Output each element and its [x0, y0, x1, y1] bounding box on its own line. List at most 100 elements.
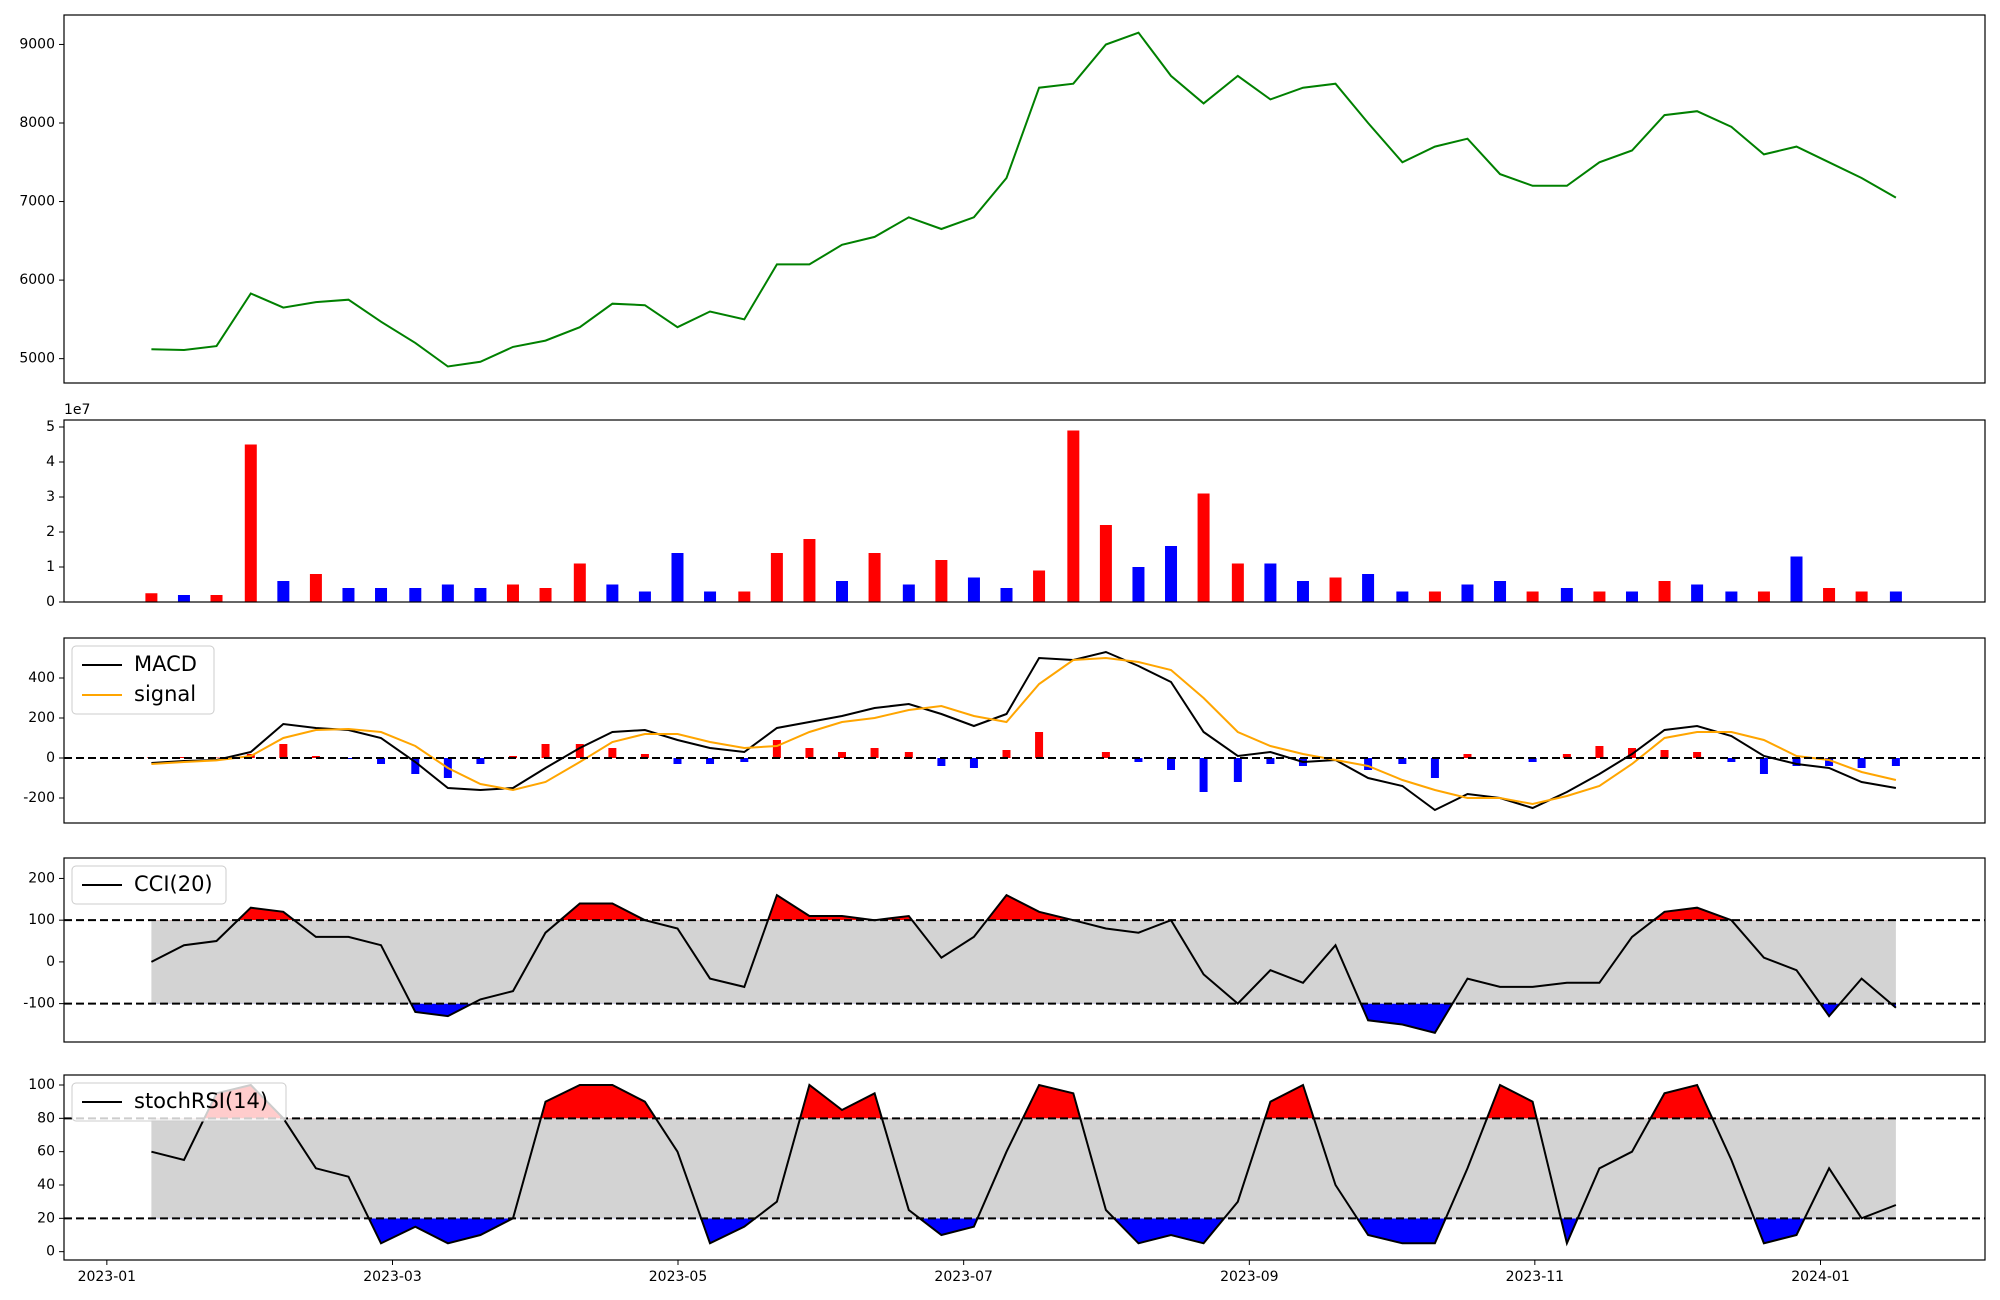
volume-bar [1855, 591, 1868, 602]
histogram-bar [1891, 758, 1900, 766]
histogram-bar [673, 758, 682, 764]
volume-bar [1593, 591, 1606, 602]
x-tick-label: 2023-05 [649, 1269, 708, 1285]
histogram-bar [937, 758, 946, 766]
volume-bar [803, 539, 816, 602]
histogram-bar [1595, 746, 1604, 758]
histogram-bar [1528, 758, 1537, 762]
y-tick-label: 4 [46, 454, 55, 470]
volume-bar [1165, 546, 1178, 602]
histogram-bar [1825, 758, 1834, 766]
histogram-bar [1398, 758, 1407, 764]
histogram-bar [1759, 758, 1768, 774]
volume-bar [1560, 588, 1573, 602]
y-tick-label: 7000 [19, 194, 55, 210]
histogram-bar [1660, 750, 1669, 758]
volume-bar [244, 444, 257, 602]
y-tick-label: 0 [46, 594, 55, 610]
histogram-bar [1463, 754, 1472, 758]
y-tick-label: 100 [28, 1077, 55, 1093]
volume-bar [1725, 591, 1738, 602]
panel-frame [63, 1074, 1986, 1261]
volume-bar [606, 584, 619, 602]
volume-bar [902, 584, 915, 602]
volume-bar [309, 574, 322, 602]
histogram-bar [706, 758, 715, 764]
volume-bar [1132, 567, 1145, 602]
histogram-bar [1562, 754, 1571, 758]
legend-label: MACD [134, 652, 197, 676]
legend-box [71, 645, 215, 715]
indicator-line [151, 656, 1897, 806]
y-tick-label: 20 [37, 1210, 55, 1226]
legend-box [71, 1082, 287, 1122]
volume-bar [441, 584, 454, 602]
histogram-bar [344, 758, 353, 759]
volume-bar [1757, 591, 1770, 602]
histogram-bar [179, 757, 188, 758]
x-tick-label: 2023-01 [78, 1269, 137, 1285]
y-tick-label: 8000 [19, 115, 55, 131]
volume-bar [474, 588, 487, 602]
volume-bar [342, 588, 355, 602]
volume-bar [210, 595, 223, 602]
histogram-bar [608, 748, 617, 758]
histogram-bar [1035, 732, 1044, 758]
volume-bar [375, 588, 388, 602]
y-tick-label: -200 [23, 790, 55, 806]
volume-bar [935, 560, 948, 602]
volume-bar [967, 577, 980, 602]
y-tick-label: 0 [46, 750, 55, 766]
volume-bar [770, 553, 783, 602]
y-tick-label: 2 [46, 524, 55, 540]
histogram-bar [904, 752, 913, 758]
y-tick-label: 0 [46, 1244, 55, 1260]
volume-bar [506, 584, 519, 602]
panel-frame [63, 419, 1986, 603]
histogram-bar [805, 748, 814, 758]
histogram-bar [1134, 758, 1143, 762]
histogram-bar [575, 744, 584, 758]
overbought-fill [151, 1085, 1896, 1119]
legend-label: stochRSI(14) [134, 1089, 268, 1113]
legend-box [71, 865, 227, 905]
overbought-fill [237, 895, 1732, 921]
histogram-bar [1233, 758, 1242, 782]
volume-bar [638, 591, 651, 602]
volume-bar [1526, 591, 1539, 602]
volume-bar [177, 595, 190, 602]
volume-bar [671, 553, 684, 602]
histogram-bar [411, 758, 420, 774]
neutral-band [151, 1118, 1896, 1219]
neutral-band [151, 920, 1896, 1004]
y-tick-label: 80 [37, 1110, 55, 1126]
y-tick-label: 6000 [19, 272, 55, 288]
volume-bar [1231, 563, 1244, 602]
histogram-bar [377, 758, 386, 764]
y-tick-label: 5000 [19, 351, 55, 367]
legend-label: signal [134, 682, 196, 706]
histogram-bar [1857, 758, 1866, 768]
indicator-line [150, 893, 1897, 1034]
histogram-bar [541, 744, 550, 758]
volume-bar [539, 588, 552, 602]
histogram-bar [1364, 758, 1373, 770]
histogram-bar [837, 752, 846, 758]
volume-bar [1396, 591, 1409, 602]
histogram-bar [640, 754, 649, 758]
volume-bar [1823, 588, 1836, 602]
volume-bar [1691, 584, 1704, 602]
histogram-bar [1430, 758, 1439, 778]
volume-bar [868, 553, 881, 602]
volume-bar [1428, 591, 1441, 602]
price-line [151, 31, 1897, 368]
volume-bar [1329, 577, 1342, 602]
volume-bar [145, 593, 158, 602]
histogram-bar [1002, 750, 1011, 758]
histogram-bar [740, 758, 749, 762]
y-tick-label: 0 [46, 954, 55, 970]
volume-bar [573, 563, 586, 602]
indicator-line [151, 1083, 1897, 1247]
volume-bar [1099, 525, 1112, 602]
panel-frame [63, 14, 1986, 384]
